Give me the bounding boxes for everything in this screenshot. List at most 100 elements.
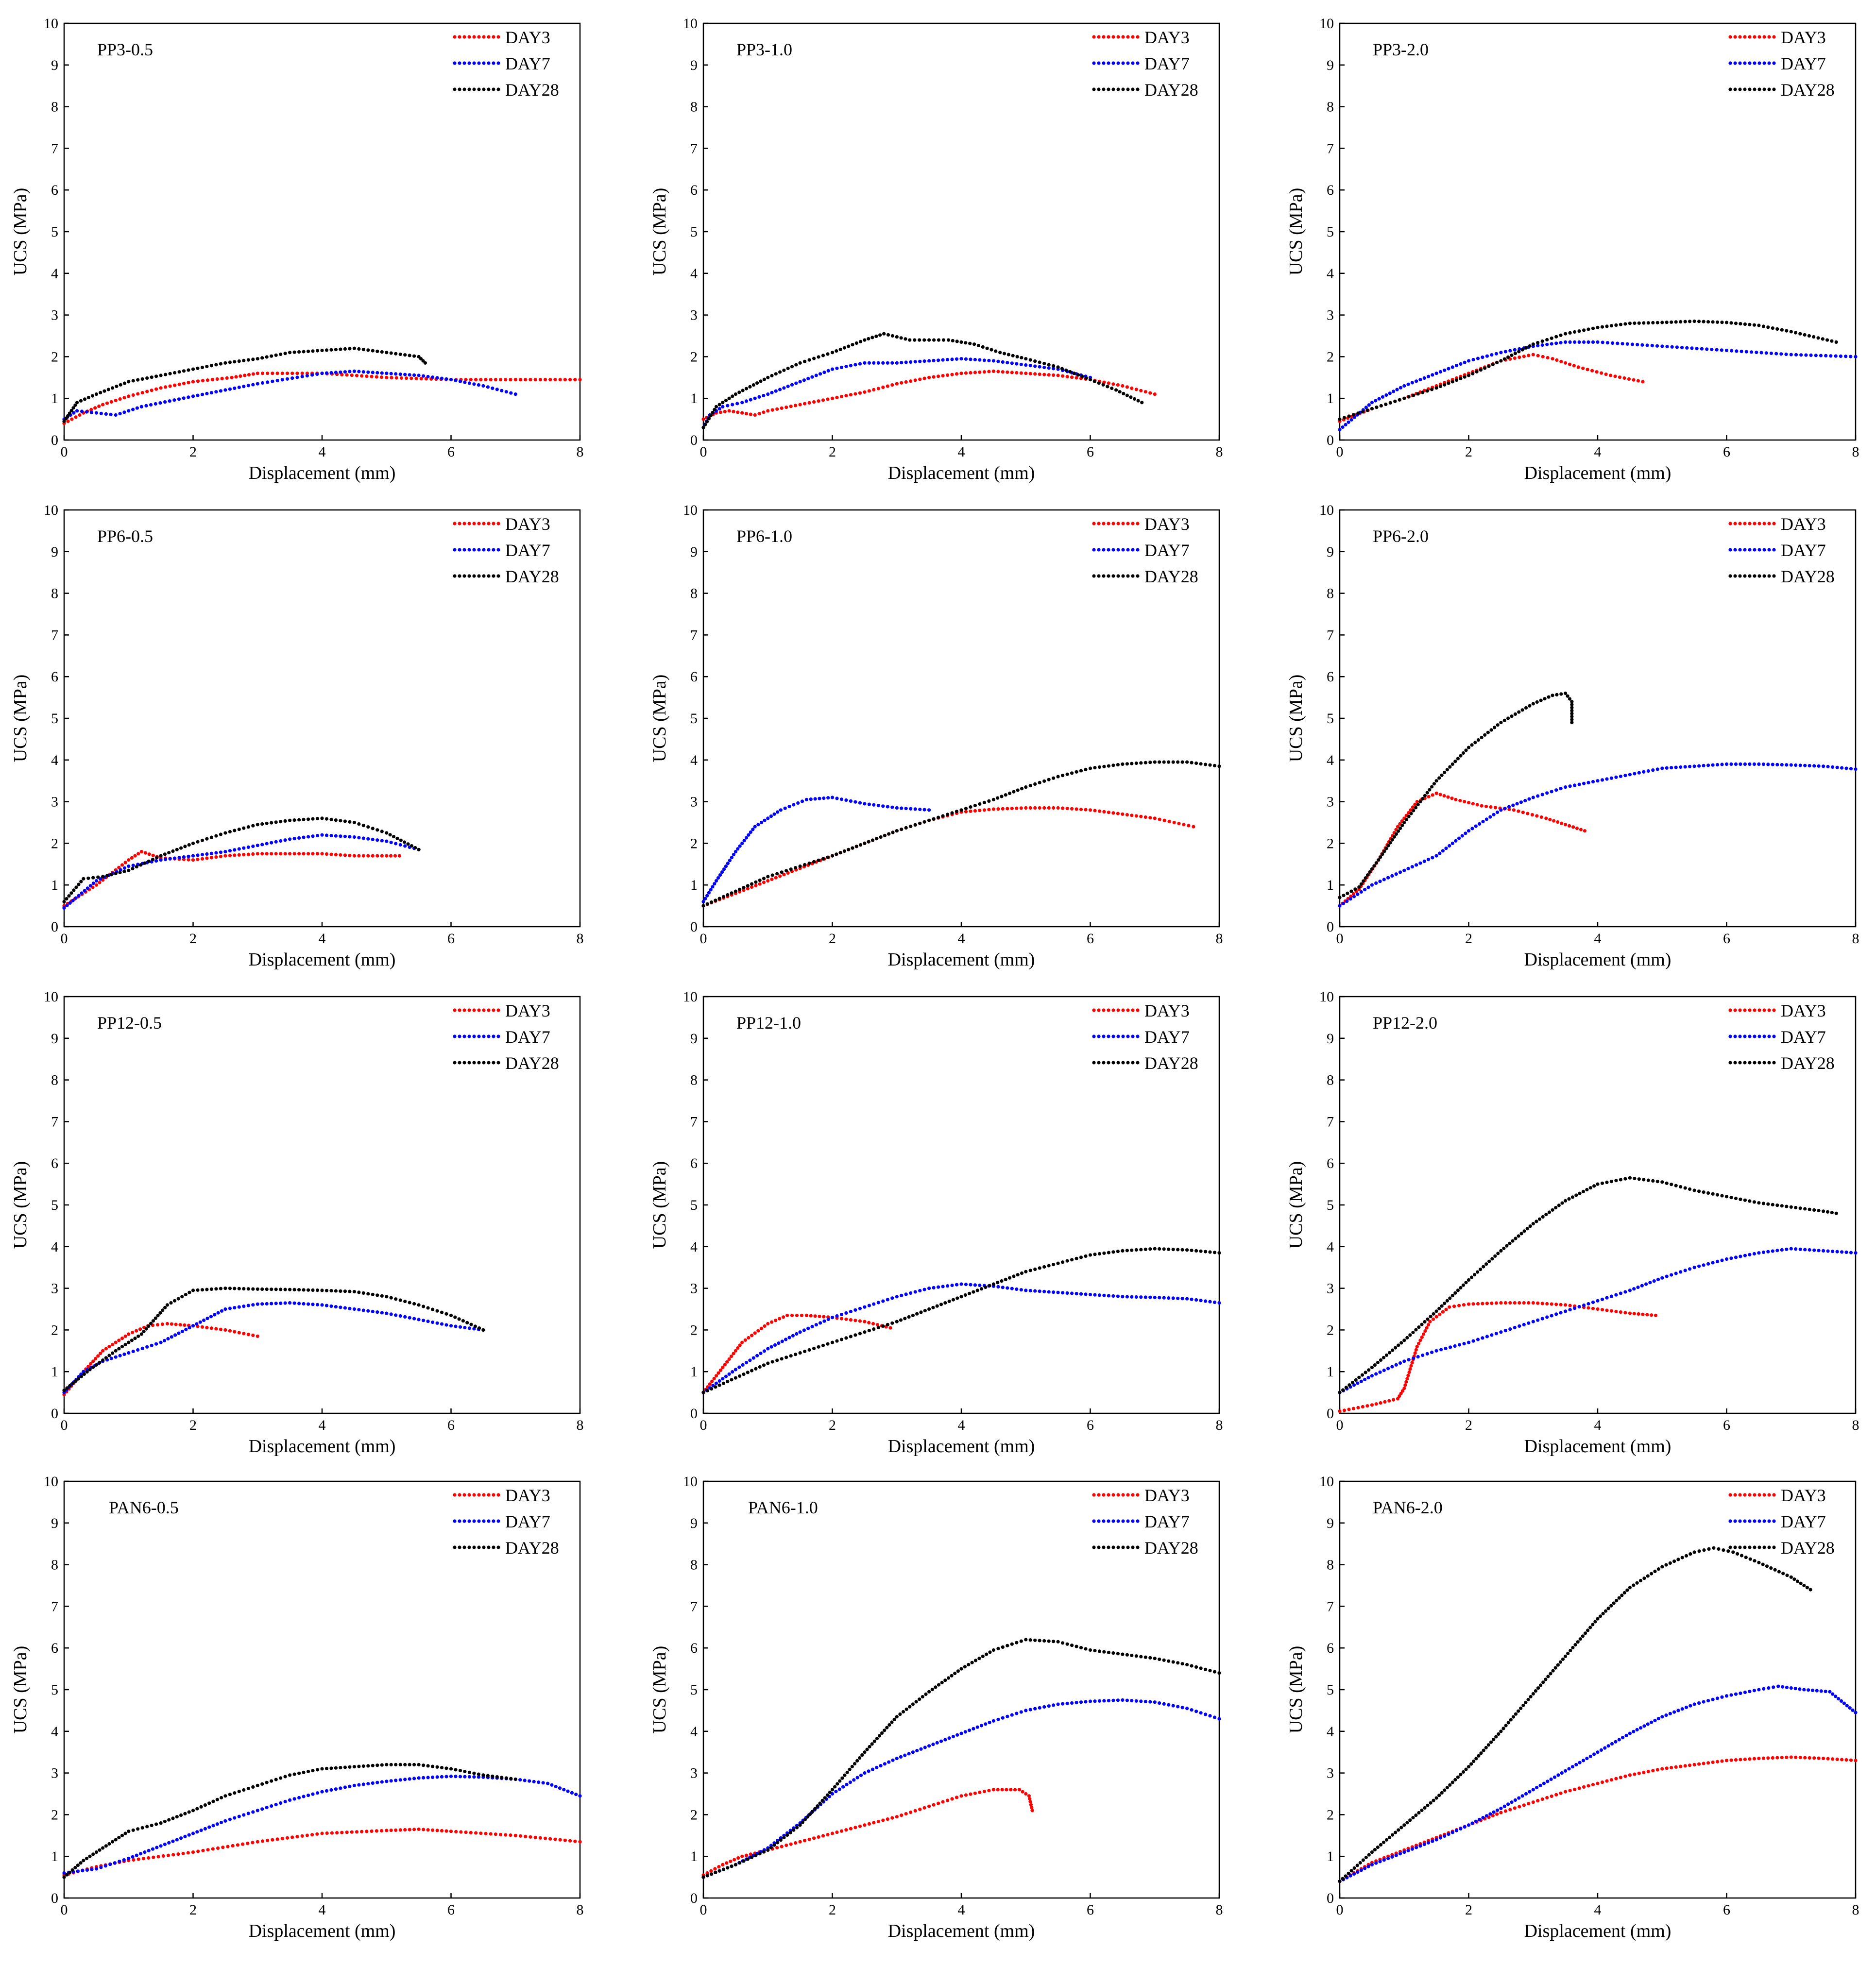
data-point <box>1338 417 1342 421</box>
data-point <box>412 1828 416 1831</box>
data-point <box>1524 1792 1528 1796</box>
data-point <box>1364 1371 1367 1374</box>
data-point <box>324 852 329 856</box>
legend-dot <box>1753 1519 1757 1523</box>
legend-dot <box>1762 61 1766 65</box>
data-point <box>847 847 851 851</box>
data-point <box>111 1351 115 1355</box>
data-point <box>1121 384 1125 388</box>
data-point <box>1638 1726 1643 1730</box>
data-point <box>90 1867 94 1871</box>
data-point <box>408 1828 411 1831</box>
data-point <box>163 852 167 856</box>
data-point <box>145 376 149 380</box>
data-point <box>256 823 259 827</box>
data-point <box>1490 1301 1494 1305</box>
data-point <box>76 1377 81 1381</box>
data-point <box>164 857 168 862</box>
data-point <box>1517 710 1521 714</box>
data-point <box>794 404 798 407</box>
legend-dot <box>487 1034 491 1038</box>
data-point <box>1379 1401 1382 1405</box>
data-point <box>1341 1877 1345 1881</box>
legend-dot <box>1733 1545 1737 1549</box>
data-point <box>1107 1294 1110 1298</box>
data-point <box>1359 882 1363 886</box>
data-point <box>1359 1868 1363 1872</box>
data-point <box>1536 794 1540 798</box>
data-point <box>835 1314 839 1318</box>
data-point <box>1373 1363 1377 1367</box>
data-point <box>1739 1254 1742 1258</box>
data-point <box>1463 1825 1467 1829</box>
legend-dot <box>477 1061 481 1065</box>
data-point <box>1485 1335 1489 1339</box>
data-point <box>74 885 78 889</box>
legend-dot <box>477 1034 481 1038</box>
data-point <box>1079 807 1083 812</box>
data-point <box>1650 1313 1654 1317</box>
data-point <box>772 812 776 816</box>
data-point <box>1780 1248 1784 1252</box>
y-tick-label: 2 <box>1327 1322 1334 1338</box>
data-point <box>104 1347 108 1351</box>
data-point <box>1576 1640 1580 1644</box>
legend-dot <box>1743 1061 1747 1065</box>
data-point <box>717 403 721 407</box>
data-point <box>1139 1248 1143 1252</box>
y-tick-label: 9 <box>51 1515 58 1531</box>
data-point <box>489 378 493 382</box>
data-point <box>334 371 338 374</box>
data-point <box>969 371 972 375</box>
data-point <box>1645 1313 1649 1317</box>
legend-dot <box>458 1545 461 1549</box>
data-point <box>710 1379 714 1383</box>
data-point <box>1794 1205 1798 1210</box>
data-point <box>366 825 370 829</box>
data-point <box>900 361 904 365</box>
legend-label: DAY3 <box>505 28 550 47</box>
data-point <box>1366 1376 1370 1380</box>
data-point <box>839 797 844 801</box>
data-point <box>1074 1644 1078 1648</box>
data-point <box>887 1760 891 1764</box>
data-point <box>851 846 854 850</box>
data-point <box>1428 1320 1432 1323</box>
data-point <box>1851 1708 1855 1712</box>
data-point <box>778 1317 782 1321</box>
data-point <box>380 1294 384 1298</box>
data-point <box>881 1299 885 1303</box>
data-point <box>141 1857 145 1861</box>
y-tick-label: 4 <box>690 1724 698 1740</box>
data-point <box>1130 1248 1134 1252</box>
legend-label: DAY28 <box>505 567 559 586</box>
data-point <box>147 1856 151 1860</box>
data-point <box>1431 856 1434 860</box>
data-point <box>1416 1355 1420 1359</box>
data-point <box>1845 1704 1849 1708</box>
data-point <box>1394 832 1398 836</box>
data-point <box>1190 761 1194 764</box>
legend-dot <box>477 35 481 39</box>
data-point <box>123 1334 127 1338</box>
data-point <box>1417 1341 1421 1345</box>
data-point <box>109 873 113 877</box>
data-point <box>131 864 135 867</box>
data-point <box>1570 714 1574 718</box>
legend-dot <box>453 548 457 552</box>
data-point <box>1396 829 1400 833</box>
legend-dot <box>487 1061 491 1065</box>
data-point <box>1473 1272 1477 1277</box>
data-point <box>1585 1187 1589 1192</box>
legend-dot <box>1748 35 1752 39</box>
legend-swatch-day7 <box>1092 1034 1140 1038</box>
data-point <box>798 1351 802 1355</box>
data-point <box>860 1753 864 1757</box>
x-tick-label: 4 <box>319 931 326 947</box>
y-tick-label: 7 <box>1327 1114 1334 1130</box>
data-point <box>270 1288 273 1291</box>
data-point <box>1047 373 1051 377</box>
data-point <box>1443 1302 1447 1305</box>
data-point <box>408 354 411 357</box>
legend-dot <box>1743 1493 1747 1497</box>
